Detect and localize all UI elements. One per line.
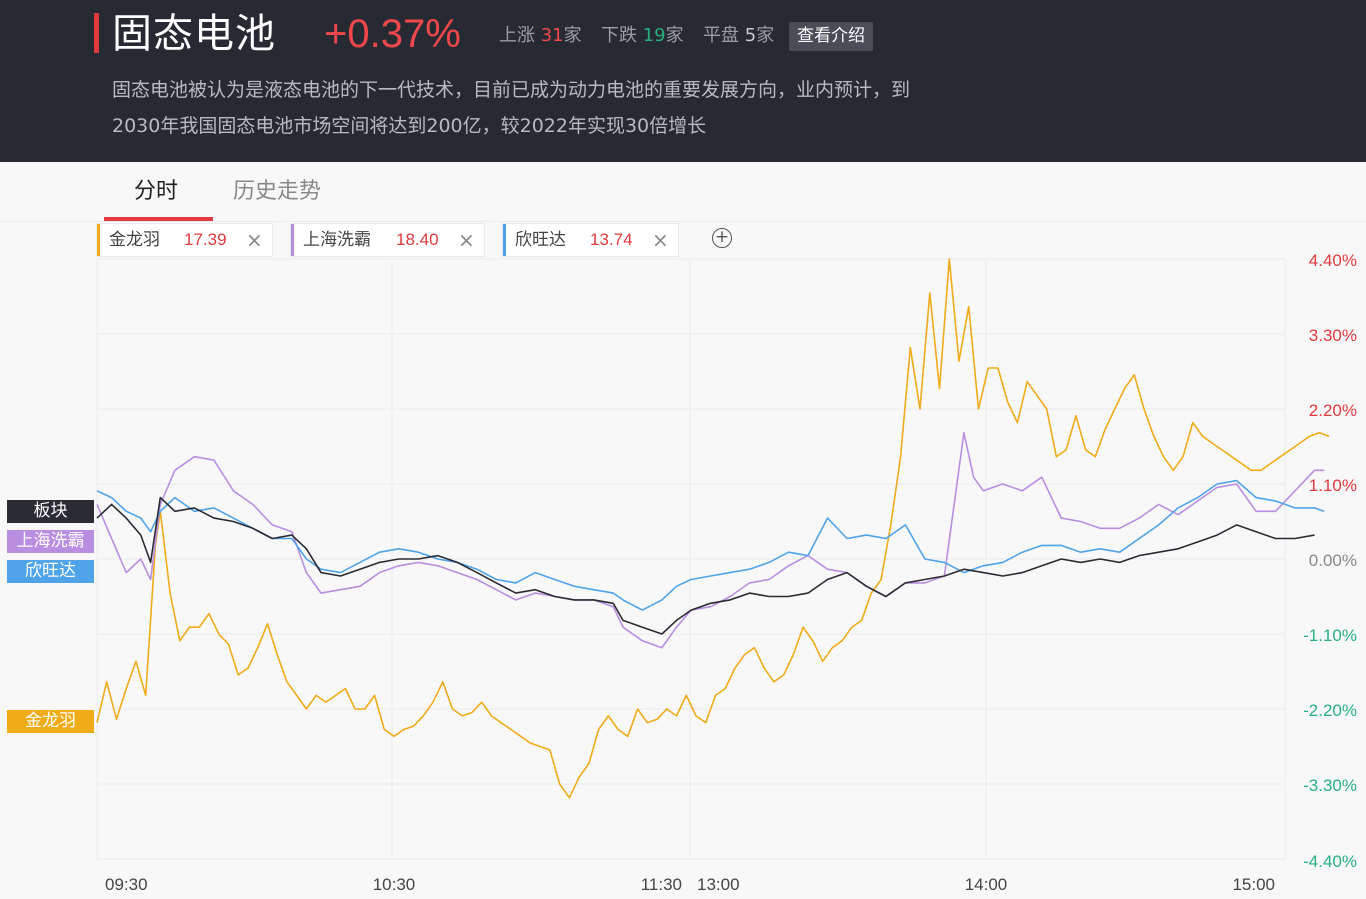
stat-up-count: 31 [540, 25, 564, 46]
x-axis-labels: 09:30 10:30 11:30 13:00 14:00 15:00 [105, 875, 1275, 894]
stat-flat-count: 5 [744, 25, 757, 46]
title-accent-bar [94, 13, 99, 53]
tab-divider [0, 221, 1366, 222]
x-tick-label: 09:30 [105, 875, 148, 894]
x-tick-label: 14:00 [965, 875, 1008, 894]
chip-color-stripe [291, 224, 294, 256]
tab-history[interactable]: 历史走势 [233, 179, 322, 204]
chip-price: 13.74 [590, 230, 633, 249]
chip-color-stripe [503, 224, 506, 256]
side-label-xinwangda: 欣旺达 [7, 560, 94, 583]
compare-chip-xinwangda[interactable]: 欣旺达 13.74 × [502, 223, 679, 257]
y-axis-labels: 4.40% 3.30% 2.20% 1.10% 0.00% -1.10% -2.20% -3.… [1303, 251, 1357, 871]
stat-flat: 平盘 5家 [703, 25, 775, 46]
chip-close-icon[interactable]: × [652, 228, 669, 252]
series-line-3 [96, 258, 1330, 799]
side-label-jinlongyu: 金龙羽 [7, 710, 94, 733]
y-tick-label: 1.10% [1309, 476, 1357, 495]
y-tick-label: 2.20% [1309, 401, 1357, 420]
stat-down-count: 19 [642, 25, 666, 46]
x-tick-label: 10:30 [373, 875, 416, 894]
compare-chip-jinlongyu[interactable]: 金龙羽 17.39 × [96, 223, 273, 257]
chart-grid [96, 258, 1286, 860]
description-line-2: 2030年我国固态电池市场空间将达到200亿，较2022年实现30倍增长 [112, 115, 707, 137]
y-tick-label: -3.30% [1303, 776, 1357, 795]
series-lines [96, 258, 1330, 799]
series-line-1 [96, 431, 1325, 649]
y-tick-label: 4.40% [1309, 251, 1357, 270]
y-tick-label: 0.00% [1309, 551, 1357, 570]
side-label-board: 板块 [7, 500, 94, 523]
tab-intraday[interactable]: 分时 [134, 179, 179, 204]
x-tick-label: 15:00 [1232, 875, 1275, 894]
chip-close-icon[interactable]: × [458, 228, 475, 252]
series-line-2 [96, 479, 1325, 611]
board-description: 固态电池被认为是液态电池的下一代技术，目前已成为动力电池的重要发展方向，业内预计… [112, 72, 1012, 144]
y-tick-label: -4.40% [1303, 852, 1357, 871]
chip-price: 18.40 [396, 230, 439, 249]
active-tab-underline [104, 217, 213, 221]
stat-up: 上涨 31家 [499, 25, 582, 46]
x-tick-label: 13:00 [697, 875, 740, 894]
chip-close-icon[interactable]: × [246, 228, 263, 252]
board-change-pct: +0.37% [324, 12, 461, 56]
y-tick-label: -2.20% [1303, 701, 1357, 720]
board-header: 固态电池 +0.37% 上涨 31家 下跌 19家 平盘 5家 查看介绍 固态电… [0, 0, 1366, 162]
y-tick-label: 3.30% [1309, 326, 1357, 345]
chip-color-stripe [97, 224, 100, 256]
y-tick-label: -1.10% [1303, 626, 1357, 645]
chip-price: 17.39 [184, 230, 227, 249]
side-label-shanghaixiba: 上海洗霸 [7, 530, 94, 553]
chip-name: 上海洗霸 [303, 230, 371, 250]
compare-chip-shanghaixiba[interactable]: 上海洗霸 18.40 × [290, 223, 485, 257]
x-tick-label: 11:30 [641, 875, 682, 894]
description-line-1: 固态电池被认为是液态电池的下一代技术，目前已成为动力电池的重要发展方向，业内预计… [112, 79, 911, 101]
series-line-0 [96, 496, 1315, 635]
chip-name: 金龙羽 [109, 230, 160, 250]
chip-name: 欣旺达 [515, 230, 566, 250]
stat-down: 下跌 19家 [601, 25, 684, 46]
view-intro-button[interactable]: 查看介绍 [789, 22, 873, 51]
board-title: 固态电池 [112, 11, 276, 57]
add-compare-icon[interactable]: + [712, 228, 732, 248]
